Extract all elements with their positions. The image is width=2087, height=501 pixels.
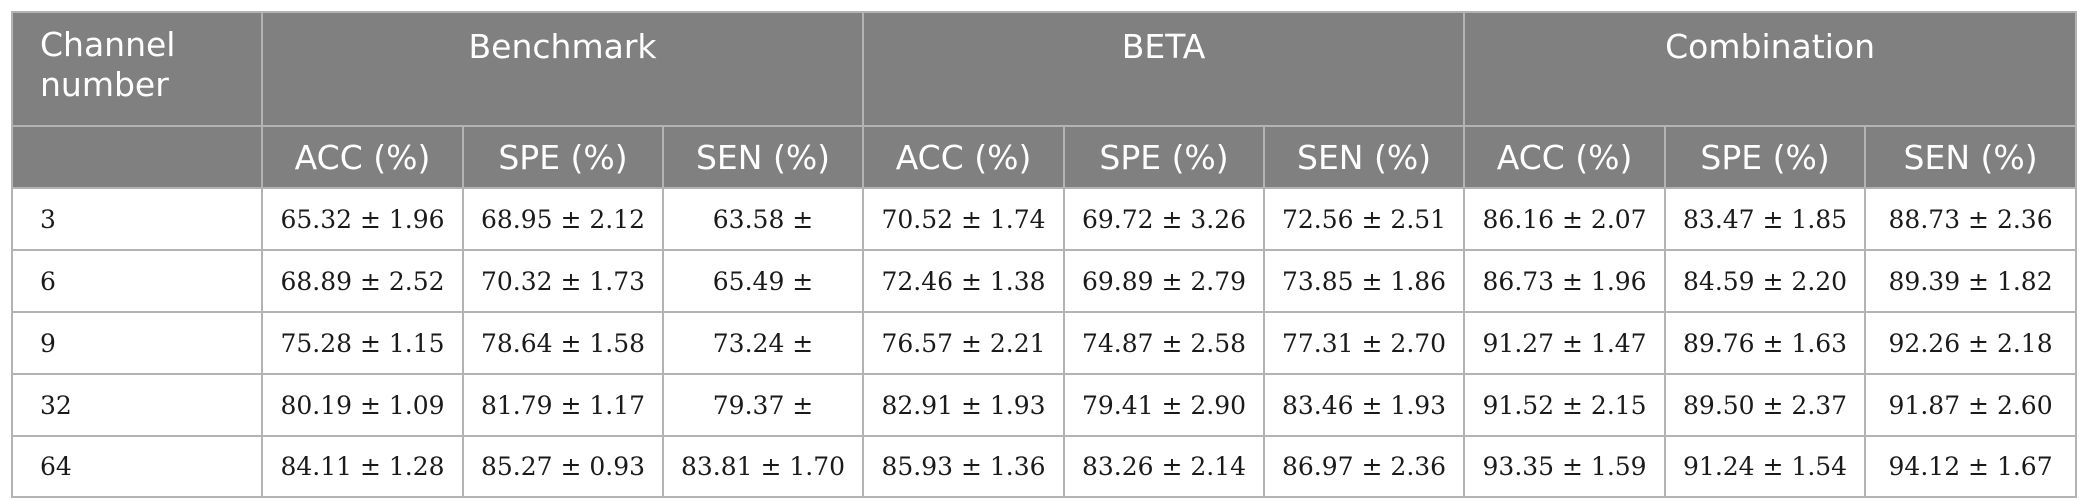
header-row-metrics: ACC (%) SPE (%) SEN (%) ACC (%) SPE (%) … — [11, 125, 2078, 189]
value-cell: 72.46 ± 1.38 — [862, 249, 1066, 313]
header-channel-number: Channel number — [11, 11, 263, 127]
results-table: Channel number Benchmark BETA Combinatio… — [11, 11, 2078, 498]
header-metric: SPE (%) — [462, 125, 664, 189]
value-cell: 88.73 ± 2.36 — [1864, 187, 2078, 251]
header-group-benchmark: Benchmark — [260, 11, 865, 127]
value-cell: 84.59 ± 2.20 — [1664, 249, 1867, 313]
header-group-beta: BETA — [862, 11, 1466, 127]
value-cell: 63.58 ± — [661, 187, 865, 251]
value-cell: 83.47 ± 1.85 — [1664, 187, 1867, 251]
value-cell: 68.95 ± 2.12 — [462, 187, 664, 251]
value-cell: 92.26 ± 2.18 — [1864, 311, 2078, 375]
header-group-combination: Combination — [1463, 11, 2078, 127]
value-cell: 80.19 ± 1.09 — [261, 373, 464, 437]
value-cell: 84.11 ± 1.28 — [261, 435, 464, 498]
value-cell: 78.64 ± 1.58 — [462, 311, 664, 375]
table-row: 3 65.32 ± 1.96 68.95 ± 2.12 63.58 ± 70.5… — [11, 187, 2078, 251]
table-row: 6 68.89 ± 2.52 70.32 ± 1.73 65.49 ± 72.4… — [11, 249, 2078, 313]
value-cell: 70.52 ± 1.74 — [862, 187, 1066, 251]
value-cell: 94.12 ± 1.67 — [1864, 435, 2078, 498]
value-cell: 85.27 ± 0.93 — [462, 435, 664, 498]
value-cell: 77.31 ± 2.70 — [1263, 311, 1466, 375]
value-cell: 89.76 ± 1.63 — [1664, 311, 1867, 375]
value-cell: 79.37 ± — [661, 373, 865, 437]
value-cell: 74.87 ± 2.58 — [1063, 311, 1266, 375]
value-cell: 76.57 ± 2.21 — [862, 311, 1066, 375]
header-metric: ACC (%) — [261, 125, 464, 189]
value-cell: 89.39 ± 1.82 — [1864, 249, 2078, 313]
header-metric: ACC (%) — [862, 125, 1066, 189]
value-cell: 81.79 ± 1.17 — [462, 373, 664, 437]
header-metric-empty — [11, 125, 263, 189]
channel-cell: 6 — [11, 249, 263, 313]
channel-cell: 64 — [11, 435, 263, 498]
header-metric: SEN (%) — [1864, 125, 2078, 189]
channel-cell: 3 — [11, 187, 263, 251]
value-cell: 93.35 ± 1.59 — [1463, 435, 1667, 498]
results-table-container: Channel number Benchmark BETA Combinatio… — [11, 11, 2078, 498]
value-cell: 91.24 ± 1.54 — [1664, 435, 1867, 498]
header-metric: SPE (%) — [1063, 125, 1266, 189]
table-row: 9 75.28 ± 1.15 78.64 ± 1.58 73.24 ± 76.5… — [11, 311, 2078, 375]
header-row-groups: Channel number Benchmark BETA Combinatio… — [11, 11, 2078, 127]
table-row: 64 84.11 ± 1.28 85.27 ± 0.93 83.81 ± 1.7… — [11, 435, 2078, 498]
header-metric: SEN (%) — [1263, 125, 1466, 189]
value-cell: 79.41 ± 2.90 — [1063, 373, 1266, 437]
value-cell: 73.85 ± 1.86 — [1263, 249, 1466, 313]
value-cell: 83.26 ± 2.14 — [1063, 435, 1266, 498]
value-cell: 91.27 ± 1.47 — [1463, 311, 1667, 375]
value-cell: 72.56 ± 2.51 — [1263, 187, 1466, 251]
value-cell: 86.16 ± 2.07 — [1463, 187, 1667, 251]
value-cell: 86.97 ± 2.36 — [1263, 435, 1466, 498]
header-metric: SEN (%) — [661, 125, 865, 189]
channel-cell: 9 — [11, 311, 263, 375]
value-cell: 65.32 ± 1.96 — [261, 187, 464, 251]
table-header: Channel number Benchmark BETA Combinatio… — [11, 11, 2078, 189]
value-cell: 91.87 ± 2.60 — [1864, 373, 2078, 437]
value-cell: 89.50 ± 2.37 — [1664, 373, 1867, 437]
value-cell: 83.46 ± 1.93 — [1263, 373, 1466, 437]
header-metric: SPE (%) — [1664, 125, 1867, 189]
header-metric: ACC (%) — [1463, 125, 1667, 189]
value-cell: 73.24 ± — [661, 311, 865, 375]
value-cell: 86.73 ± 1.96 — [1463, 249, 1667, 313]
value-cell: 83.81 ± 1.70 — [661, 435, 865, 498]
table-body: 3 65.32 ± 1.96 68.95 ± 2.12 63.58 ± 70.5… — [11, 187, 2078, 498]
value-cell: 75.28 ± 1.15 — [261, 311, 464, 375]
value-cell: 68.89 ± 2.52 — [261, 249, 464, 313]
value-cell: 82.91 ± 1.93 — [862, 373, 1066, 437]
value-cell: 91.52 ± 2.15 — [1463, 373, 1667, 437]
table-row: 32 80.19 ± 1.09 81.79 ± 1.17 79.37 ± 82.… — [11, 373, 2078, 437]
value-cell: 70.32 ± 1.73 — [462, 249, 664, 313]
value-cell: 65.49 ± — [661, 249, 865, 313]
channel-cell: 32 — [11, 373, 263, 437]
value-cell: 69.72 ± 3.26 — [1063, 187, 1266, 251]
value-cell: 85.93 ± 1.36 — [862, 435, 1066, 498]
value-cell: 69.89 ± 2.79 — [1063, 249, 1266, 313]
